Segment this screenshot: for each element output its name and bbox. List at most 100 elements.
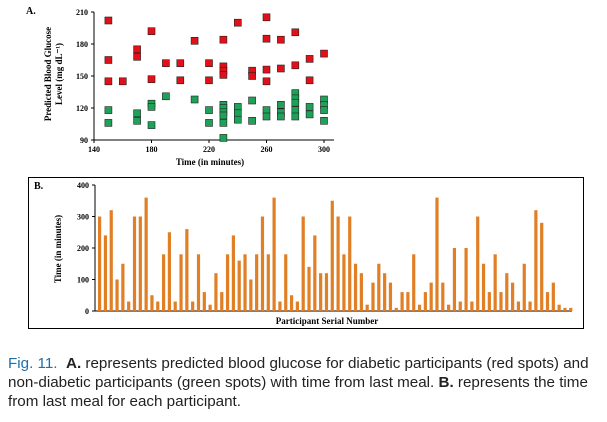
bar-participant-81 <box>563 307 567 311</box>
scatter-point-non-diabetic <box>219 111 228 120</box>
bar-participant-21 <box>214 273 218 311</box>
bar-participant-11 <box>156 301 160 311</box>
bar-participant-39 <box>319 273 323 311</box>
bar-participant-44 <box>348 216 352 311</box>
bar-participant-57 <box>423 292 427 311</box>
bar-participant-61 <box>447 304 451 311</box>
scatter-point-diabetic <box>147 27 156 36</box>
bar-participant-40 <box>324 273 329 311</box>
scatter-point-non-diabetic <box>190 95 199 104</box>
scatter-point-non-diabetic <box>162 92 170 101</box>
scatter-point-non-diabetic <box>320 117 328 125</box>
scatter-point-diabetic <box>147 75 156 83</box>
scatter-point-non-diabetic <box>262 106 271 114</box>
bar-participant-15 <box>179 254 183 311</box>
scatter-point-non-diabetic <box>147 103 156 111</box>
bar-participant-7 <box>132 216 137 311</box>
caption-part-b-label: B. <box>438 374 454 391</box>
bar-participant-13 <box>167 232 171 311</box>
bar-participant-6 <box>127 301 131 311</box>
panel-a-label: A. <box>26 6 36 17</box>
scatter-point-non-diabetic <box>291 112 300 121</box>
bar-participant-69 <box>493 254 497 311</box>
bar-participant-48 <box>371 282 375 311</box>
scatter-point-diabetic <box>133 52 141 61</box>
bar-participant-29 <box>260 216 265 311</box>
scatter-point-non-diabetic <box>248 117 256 125</box>
scatter-point-non-diabetic <box>133 117 141 125</box>
scatter-point-non-diabetic <box>219 119 228 127</box>
bar-participant-68 <box>487 292 491 311</box>
bar-participant-65 <box>470 301 474 311</box>
bar-participant-14 <box>173 301 177 311</box>
panel-a-y-tick-label: 180 <box>76 40 88 49</box>
panel-b-y-tick-label: 300 <box>77 213 89 222</box>
scatter-point-diabetic <box>262 34 271 43</box>
scatter-point-diabetic <box>277 35 285 44</box>
bar-participant-30 <box>266 254 270 311</box>
panel-a-x-tick-label: 220 <box>203 145 215 154</box>
bar-participant-78 <box>545 292 550 311</box>
panel-a-y-axis-title-line1: Predicted Blood Glucose <box>43 27 53 121</box>
scatter-point-non-diabetic <box>133 109 141 118</box>
bar-participant-24 <box>231 235 235 311</box>
bar-participant-12 <box>161 254 166 311</box>
figure-caption: Fig. 11. A. represents predicted blood g… <box>8 354 602 411</box>
bar-participant-66 <box>476 216 480 311</box>
panel-a-x-tick-label: 140 <box>88 145 100 154</box>
scatter-point-non-diabetic <box>291 98 300 107</box>
scatter-point-non-diabetic <box>305 110 314 119</box>
scatter-point-diabetic <box>248 72 256 80</box>
scatter-point-diabetic <box>305 55 314 63</box>
scatter-point-non-diabetic <box>234 103 242 111</box>
panel-b-y-tick-label: 200 <box>77 244 89 253</box>
scatter-point-non-diabetic <box>262 112 271 121</box>
panel-a-y-axis-title-line2: Level (mg dL⁻¹) <box>54 43 64 105</box>
bar-participant-28 <box>255 254 259 311</box>
scatter-point-diabetic <box>133 45 141 54</box>
bar-participant-70 <box>499 292 503 311</box>
bar-participant-74 <box>522 263 526 311</box>
panel-a-y-tick-label: 90 <box>80 136 88 145</box>
scatter-point-diabetic <box>104 16 113 25</box>
bar-participant-23 <box>225 254 230 311</box>
panel-b-y-tick-label: 400 <box>77 181 89 190</box>
scatter-point-diabetic <box>262 77 271 86</box>
bar-participant-26 <box>243 254 247 311</box>
scatter-point-non-diabetic <box>277 101 285 109</box>
scatter-point-diabetic <box>176 59 185 68</box>
bar-participant-50 <box>383 273 387 311</box>
bar-participant-19 <box>202 292 206 311</box>
bar-participant-8 <box>138 216 142 311</box>
scatter-point-diabetic <box>277 64 285 73</box>
bar-participant-52 <box>394 307 398 311</box>
scatter-point-non-diabetic <box>104 119 113 127</box>
scatter-point-diabetic <box>291 28 300 37</box>
bar-participant-77 <box>540 222 544 311</box>
scatter-point-diabetic <box>162 59 170 68</box>
panel-b-y-tick-label: 0 <box>85 307 89 316</box>
bar-participant-60 <box>441 282 445 311</box>
bar-participant-31 <box>272 197 276 311</box>
scatter-point-non-diabetic <box>248 96 256 105</box>
bar-participant-47 <box>365 304 369 311</box>
bar-participant-33 <box>284 254 288 311</box>
scatter-point-diabetic <box>104 56 113 64</box>
scatter-point-diabetic <box>190 36 199 45</box>
bar-participant-71 <box>505 273 509 311</box>
panel-a-x-tick-label: 260 <box>261 145 273 154</box>
bar-participant-58 <box>429 282 433 311</box>
bar-participant-82 <box>569 307 573 311</box>
scatter-point-non-diabetic <box>234 115 242 124</box>
scatter-point-diabetic <box>219 71 228 79</box>
scatter-point-non-diabetic <box>104 106 113 114</box>
caption-part-a-label: A. <box>65 355 82 372</box>
bar-participant-59 <box>435 197 439 311</box>
panel-a-y-tick-label: 120 <box>76 104 88 113</box>
bar-participant-42 <box>336 216 340 311</box>
bar-participant-38 <box>313 235 317 311</box>
bar-participant-54 <box>406 292 410 311</box>
bar-participant-67 <box>481 263 486 311</box>
bar-participant-1 <box>98 216 102 311</box>
panel-b-bar-chart: B. Time (in minutes) Participant Serial … <box>28 177 584 329</box>
